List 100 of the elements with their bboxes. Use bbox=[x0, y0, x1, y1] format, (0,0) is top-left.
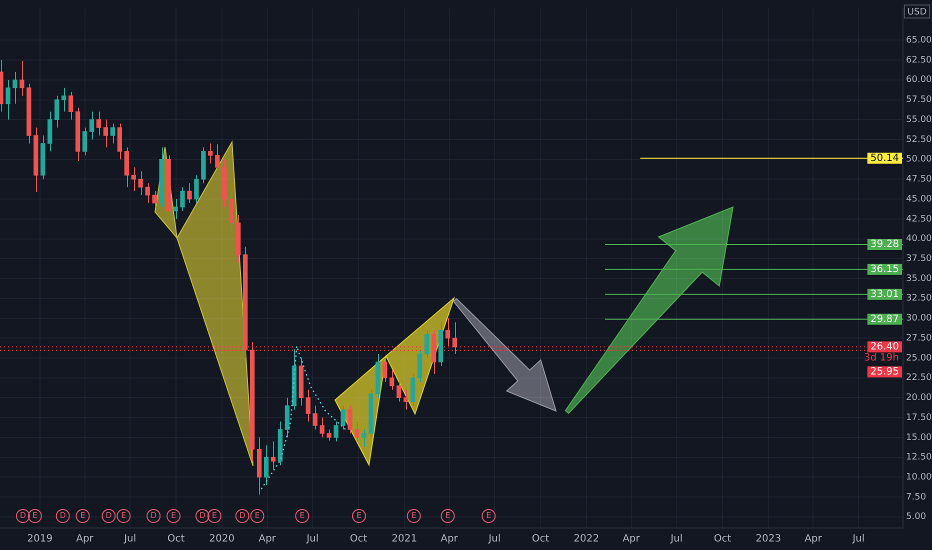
x-tick-label: Jul bbox=[123, 534, 136, 545]
candlestick bbox=[61, 87, 66, 112]
y-tick-label: 20.00 bbox=[906, 393, 932, 404]
annotation: D bbox=[199, 511, 206, 520]
candlestick bbox=[68, 91, 74, 120]
x-tick-label: Apr bbox=[622, 534, 641, 545]
candlestick bbox=[194, 174, 199, 204]
candlestick bbox=[131, 166, 136, 192]
annotation: E bbox=[212, 511, 217, 520]
y-tick-label: 37.50 bbox=[906, 254, 932, 264]
x-tick-label: Apr bbox=[440, 534, 459, 545]
annotation: E bbox=[32, 511, 38, 520]
y-tick-label: 52.50 bbox=[906, 134, 932, 145]
y-tick-label: 27.50 bbox=[906, 333, 932, 344]
candlestick bbox=[306, 389, 310, 422]
y-tick-label: 57.50 bbox=[906, 95, 932, 106]
candlestick bbox=[362, 428, 366, 448]
x-tick-label: Jul bbox=[488, 534, 501, 545]
x-tick-label: Oct bbox=[167, 534, 185, 545]
candlestick bbox=[445, 318, 450, 347]
y-tick-label: 17.50 bbox=[906, 412, 932, 423]
annotation: E bbox=[445, 511, 450, 520]
y-tick-label: 47.50 bbox=[906, 174, 932, 185]
y-tick-label: 12.50 bbox=[906, 452, 932, 463]
annotation: D bbox=[60, 511, 66, 520]
y-tick-label: 30.00 bbox=[906, 314, 932, 324]
annotation: D bbox=[106, 511, 112, 520]
candlestick bbox=[215, 144, 220, 172]
candlestick bbox=[54, 95, 60, 128]
y-tick-label: 35.00 bbox=[906, 274, 932, 284]
annotation: E bbox=[254, 511, 260, 520]
candlestick bbox=[312, 405, 318, 430]
candlestick bbox=[320, 417, 324, 438]
candlestick bbox=[96, 111, 102, 136]
y-tick-label: 15.00 bbox=[906, 432, 932, 443]
annotation: E bbox=[121, 511, 126, 520]
x-tick-label: 2021 bbox=[392, 534, 418, 545]
y-tick-label: 25.00 bbox=[906, 353, 932, 364]
candlestick bbox=[145, 182, 150, 204]
x-tick-label: 2020 bbox=[209, 534, 235, 545]
y-tick-label: 60.00 bbox=[906, 75, 932, 86]
candlestick bbox=[110, 123, 116, 144]
ref-line-label: 50.14 bbox=[870, 152, 899, 164]
ref-line-label: 33.01 bbox=[870, 288, 899, 300]
candlestick bbox=[382, 357, 388, 382]
y-axis-title: USD bbox=[907, 7, 927, 18]
candlestick bbox=[138, 170, 143, 196]
y-tick-label: 5.00 bbox=[906, 512, 926, 522]
annotation: E bbox=[486, 511, 492, 520]
candlestick bbox=[152, 190, 157, 208]
candlestick bbox=[12, 71, 18, 104]
candlestick bbox=[187, 182, 192, 204]
candlestick bbox=[326, 428, 332, 442]
y-tick-label: 10.00 bbox=[906, 472, 932, 482]
candlestick bbox=[6, 79, 10, 120]
annotation: E bbox=[170, 511, 176, 520]
x-tick-label: Apr bbox=[804, 534, 823, 545]
annotation: D bbox=[150, 511, 157, 520]
ref-line-label: 26.40 bbox=[870, 341, 899, 352]
y-tick-label: 62.50 bbox=[906, 55, 932, 66]
ref-line-label: 36.15 bbox=[870, 264, 899, 275]
candlestick bbox=[180, 186, 185, 212]
x-tick-label: 2022 bbox=[574, 534, 600, 545]
candlestick bbox=[452, 322, 458, 355]
candlestick bbox=[20, 60, 24, 96]
annotation: E bbox=[411, 511, 416, 520]
candlestick bbox=[89, 111, 94, 140]
y-tick-label: 50.00 bbox=[906, 154, 932, 165]
annotation: 3d 19h bbox=[864, 352, 899, 364]
ref-line-label: 39.28 bbox=[870, 239, 899, 250]
y-tick-label: 22.50 bbox=[906, 373, 932, 384]
annotation: E bbox=[300, 511, 305, 520]
candlestick bbox=[390, 369, 394, 390]
x-tick-label: Jul bbox=[306, 534, 319, 545]
annotation: E bbox=[356, 511, 362, 520]
candlestick bbox=[208, 142, 213, 164]
annotation: D bbox=[239, 511, 246, 520]
y-tick-label: 40.00 bbox=[906, 234, 932, 244]
y-tick-label: 7.50 bbox=[906, 492, 926, 502]
candlestick bbox=[82, 127, 88, 156]
annotation: E bbox=[80, 511, 86, 520]
x-tick-label: Apr bbox=[76, 534, 94, 545]
x-tick-label: Apr bbox=[258, 534, 277, 545]
candlestick bbox=[270, 440, 276, 470]
y-tick-label: 45.00 bbox=[906, 194, 932, 204]
candlestick bbox=[404, 389, 408, 410]
x-tick-label: Jul bbox=[852, 534, 865, 545]
candlestick bbox=[334, 421, 338, 442]
candlestick bbox=[348, 405, 352, 434]
candlestick bbox=[340, 405, 346, 430]
ref-line-label: 25.95 bbox=[870, 366, 899, 378]
x-tick-label: Oct bbox=[350, 534, 368, 545]
x-tick-label: Oct bbox=[532, 534, 550, 545]
candlestick bbox=[424, 330, 430, 358]
y-tick-label: 55.00 bbox=[906, 114, 932, 125]
x-tick-label: 2023 bbox=[756, 534, 782, 545]
x-tick-label: Jul bbox=[670, 534, 683, 545]
x-tick-label: 2019 bbox=[27, 534, 53, 545]
candlestick bbox=[354, 421, 360, 442]
annotation: D bbox=[20, 511, 26, 520]
